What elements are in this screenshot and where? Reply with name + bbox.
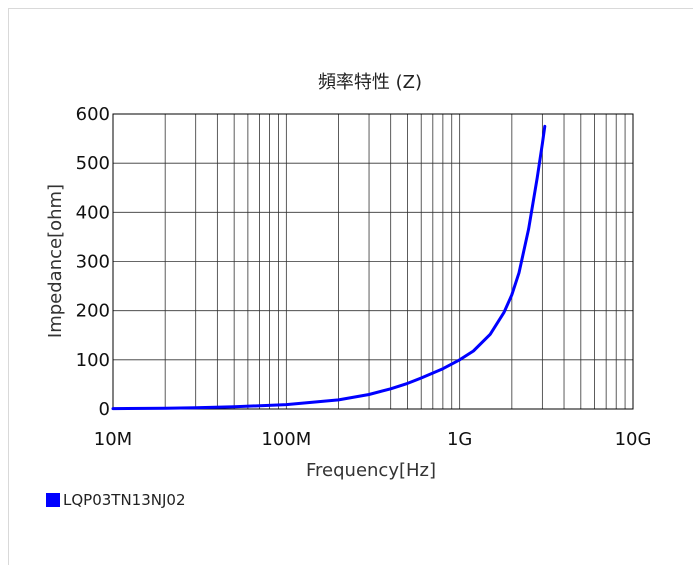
- legend-label: LQP03TN13NJ02: [63, 491, 186, 509]
- y-tick-label: 0: [99, 399, 110, 420]
- y-tick-label: 200: [76, 301, 110, 322]
- series-layer: [111, 124, 547, 411]
- x-tick-label: 10M: [94, 429, 132, 450]
- y-tick-labels: 0 100 200 300 400 500 600: [76, 104, 110, 420]
- x-axis-label: Frequency[Hz]: [306, 460, 436, 481]
- y-axis-label: Impedance[ohm]: [45, 184, 66, 338]
- y-tick-label: 500: [76, 153, 110, 174]
- x-tick-labels: 10M 100M 1G 10G: [94, 429, 652, 450]
- legend: LQP03TN13NJ02: [46, 491, 186, 509]
- x-tick-label: 1G: [447, 429, 472, 450]
- grid-lines: [113, 114, 633, 409]
- series-line: [111, 124, 547, 411]
- plot-area-frame: [112, 113, 634, 410]
- y-tick-label: 400: [76, 202, 110, 223]
- chart-title: 頻率特性 (Z): [318, 72, 422, 93]
- y-tick-label: 600: [76, 104, 110, 125]
- chart-panel: [8, 8, 693, 565]
- legend-swatch: [46, 493, 60, 507]
- x-tick-label: 10G: [615, 429, 652, 450]
- y-tick-label: 300: [76, 252, 110, 273]
- y-tick-label: 100: [76, 350, 110, 371]
- x-tick-label: 100M: [261, 429, 311, 450]
